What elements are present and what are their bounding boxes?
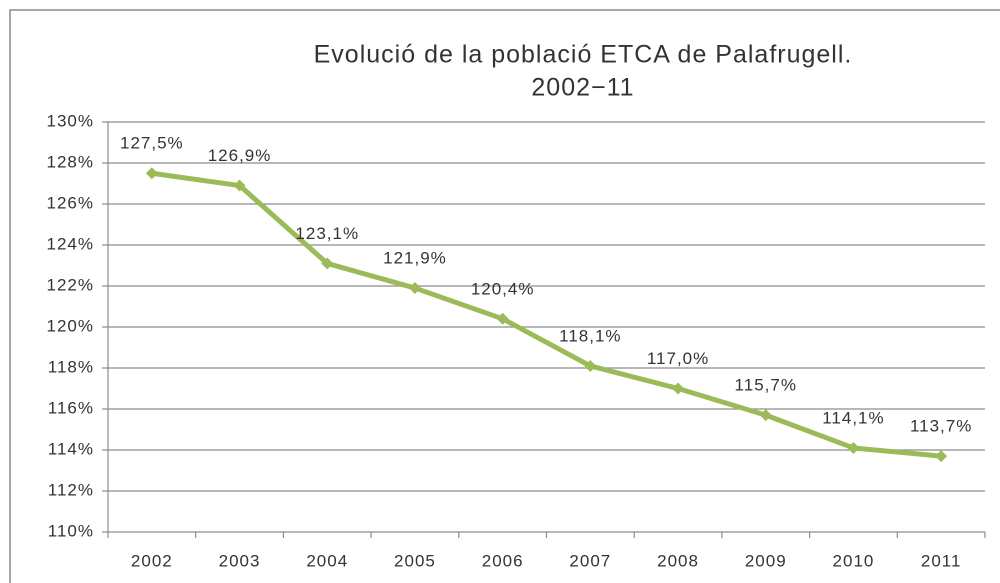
data-marker	[233, 179, 246, 192]
data-marker	[847, 441, 860, 454]
chart-border	[9, 9, 1000, 583]
data-label: 123,1%	[295, 224, 359, 243]
data-label: 117,0%	[647, 349, 709, 368]
y-tick-label: 120%	[47, 316, 94, 335]
x-tick-label: 2008	[657, 551, 699, 570]
data-label: 126,9%	[208, 146, 272, 165]
y-tick-label: 122%	[47, 275, 94, 294]
x-tick-label: 2010	[833, 551, 875, 570]
y-tick-label: 130%	[47, 111, 94, 130]
chart-title: 2002−11	[531, 74, 634, 102]
x-tick-label: 2011	[921, 551, 962, 570]
data-marker	[496, 312, 509, 325]
x-tick-label: 2004	[306, 551, 348, 570]
y-tick-label: 112%	[48, 480, 94, 499]
data-marker	[321, 257, 334, 270]
data-line	[151, 170, 942, 459]
x-tick-label: 2006	[482, 551, 524, 570]
y-tick-label: 114%	[48, 439, 94, 458]
y-tick-label: 128%	[47, 152, 94, 171]
data-label: 120,4%	[471, 279, 535, 298]
chart-title: Evolució de la població ETCA de Palafrug…	[314, 41, 853, 69]
data-label: 115,7%	[735, 376, 797, 395]
data-label: 121,9%	[383, 249, 447, 268]
data-marker	[584, 359, 597, 372]
x-tick-label: 2002	[131, 551, 173, 570]
x-tick-label: 2009	[745, 551, 787, 570]
data-marker	[408, 282, 421, 295]
data-label: 127,5%	[120, 134, 184, 153]
x-tick-label: 2005	[394, 551, 436, 570]
data-label: 114,1%	[822, 408, 884, 427]
y-tick-label: 124%	[47, 234, 94, 253]
data-marker	[145, 167, 158, 180]
data-marker	[759, 409, 772, 422]
data-marker	[935, 450, 948, 463]
y-tick-label: 126%	[47, 193, 94, 212]
y-tick-label: 116%	[48, 398, 94, 417]
x-tick-label: 2003	[219, 551, 261, 570]
y-tick-label: 110%	[48, 521, 94, 540]
data-label: 113,7%	[910, 417, 972, 436]
y-tick-label: 118%	[48, 357, 94, 376]
data-label: 118,1%	[559, 326, 621, 345]
data-marker	[672, 382, 685, 395]
x-tick-label: 2007	[569, 551, 611, 570]
